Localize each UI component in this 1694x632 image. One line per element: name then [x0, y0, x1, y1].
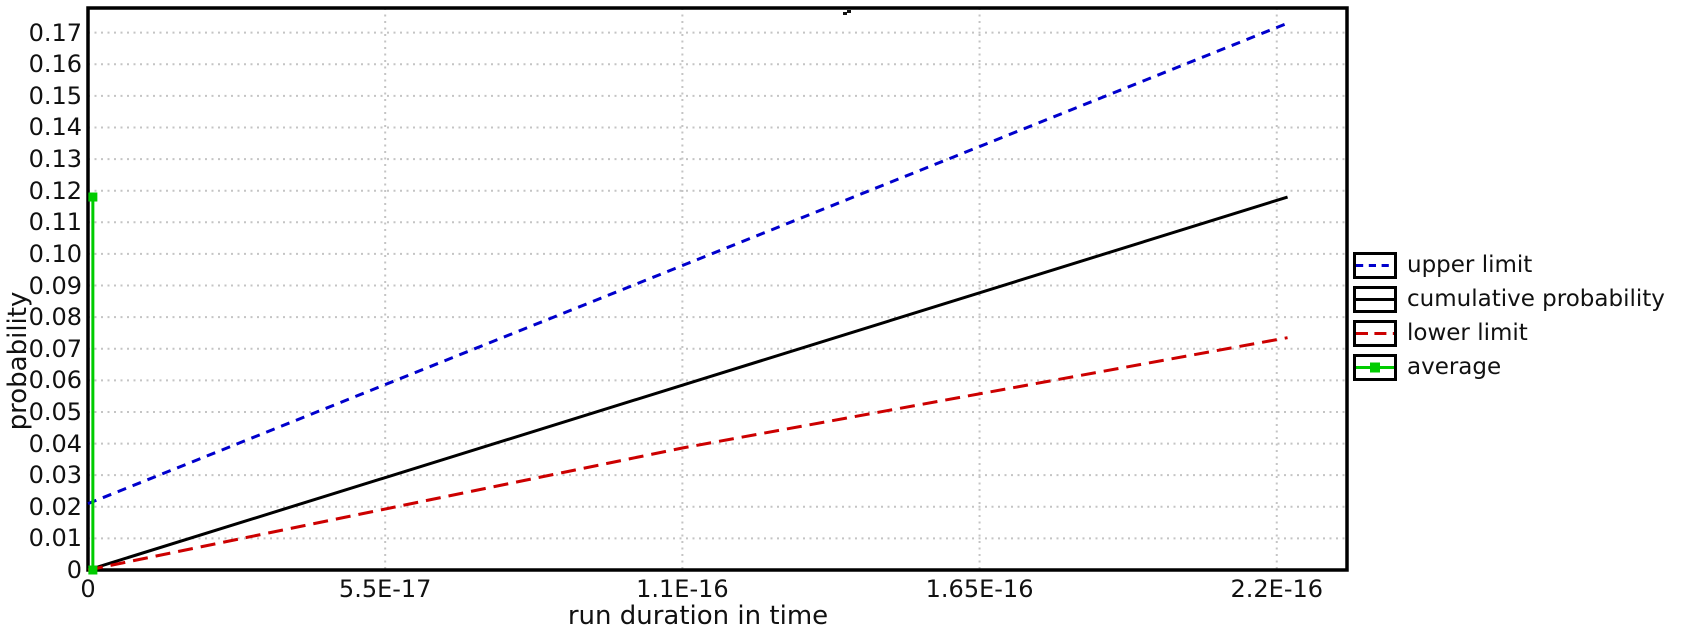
series-line-upper-limit: [87, 21, 1289, 506]
y-tick-label: 0.13: [28, 145, 82, 174]
legend-swatch-box: [1353, 354, 1397, 381]
legend-item-upper-limit: upper limit: [1353, 252, 1665, 279]
y-tick-label: 0.02: [28, 492, 82, 521]
y-tick-label: 0.16: [28, 50, 82, 79]
title-descender-mark: [843, 10, 851, 15]
legend-sample-average: [1356, 362, 1394, 373]
legend-label: average: [1407, 354, 1502, 380]
y-tick-label: 0.07: [28, 334, 82, 363]
y-tick-label: 0.10: [28, 239, 82, 268]
x-tick-label: 1.1E-16: [636, 575, 729, 603]
legend: upper limit cumulative probability lower l…: [1353, 252, 1665, 388]
legend-swatch-box: [1353, 286, 1397, 313]
legend-swatch-box: [1353, 320, 1397, 347]
y-tick-label: 0.12: [28, 176, 82, 205]
legend-label: upper limit: [1407, 252, 1533, 278]
plot-frame: [86, 6, 1349, 572]
legend-sample-lower-limit: [1356, 332, 1394, 335]
y-tick-label: 0.06: [28, 366, 82, 395]
x-tick-label: 0: [80, 575, 96, 603]
legend-item-lower-limit: lower limit: [1353, 320, 1665, 347]
x-tick-label: 1.65E-16: [925, 575, 1034, 603]
y-tick-label: 0.04: [28, 429, 82, 458]
legend-swatch-box: [1353, 252, 1397, 279]
legend-item-average: average: [1353, 354, 1665, 381]
series-line-lower-limit: [87, 336, 1288, 572]
clipped-title-fragment: [843, 0, 853, 15]
x-axis-label: run duration in time: [567, 601, 829, 631]
average-marker: [88, 192, 98, 202]
legend-label: lower limit: [1407, 320, 1528, 346]
y-tick-label: 0: [66, 556, 82, 584]
x-tick-label: 2.2E-16: [1230, 575, 1324, 603]
y-tick-label: 0.14: [28, 113, 82, 142]
y-tick-label: 0.05: [28, 397, 82, 426]
average-marker: [88, 565, 98, 575]
legend-label: cumulative probability: [1407, 286, 1665, 312]
y-tick-label: 0.09: [28, 271, 82, 300]
legend-sample-upper-limit: [1356, 264, 1394, 267]
legend-sample-cumulative-probability: [1356, 298, 1394, 301]
series-line-cumulative-probability: [87, 195, 1289, 572]
y-tick-label: 0.01: [28, 524, 82, 553]
y-tick-label: 0.17: [28, 18, 82, 47]
legend-item-cumulative-probability: cumulative probability: [1353, 286, 1665, 313]
y-tick-label: 0.11: [28, 208, 82, 237]
y-tick-label: 0.08: [28, 303, 82, 332]
x-tick-label: 5.5E-17: [338, 575, 432, 603]
y-tick-label: 0.15: [28, 81, 82, 110]
y-tick-label: 0.03: [28, 461, 82, 490]
